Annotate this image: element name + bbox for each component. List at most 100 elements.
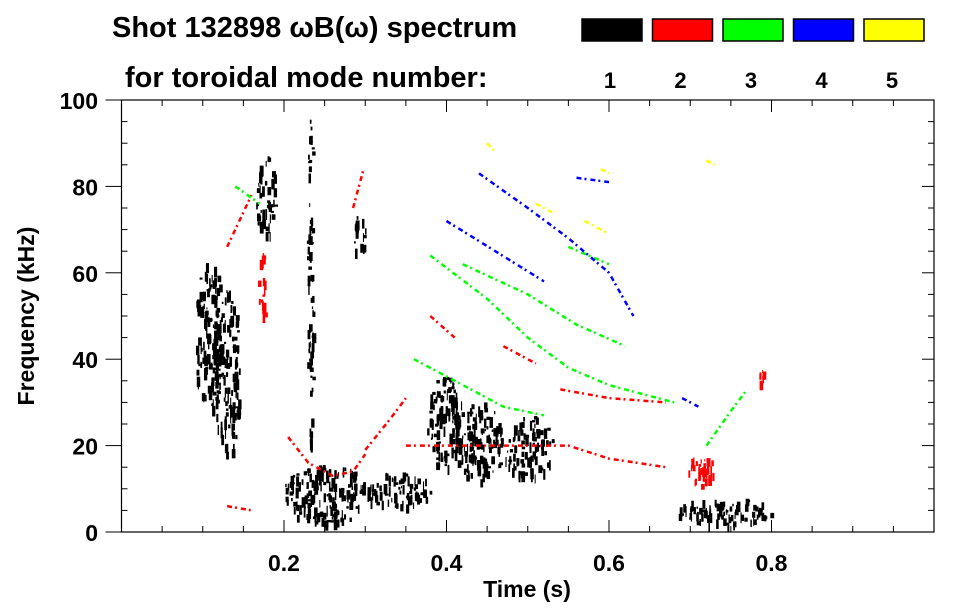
spectral-pixel [709,505,711,510]
spectral-pixel [312,376,316,381]
spectral-pixel [262,312,266,324]
spectral-pixel [268,223,270,234]
spectral-pixel [309,358,312,362]
y-tick-label: 20 [72,434,98,460]
spectral-pixel [393,478,396,487]
spectral-pixel [235,406,239,409]
spectral-pixel [698,471,701,482]
spectral-pixel [262,294,266,297]
spectral-pixel [233,412,237,421]
spectral-pixel [214,376,217,381]
spectral-pixel [341,518,345,526]
spectral-pixel [312,275,314,283]
spectral-pixel [690,511,693,522]
spectral-pixel [308,490,313,497]
spectral-pixel [310,126,313,131]
spectral-pixel [321,520,326,527]
spectral-pixel [285,483,287,488]
spectral-pixel [331,514,336,517]
spectral-pixel [224,429,227,439]
spectral-pixel [753,517,755,526]
spectral-pixel [213,338,217,346]
spectral-pixel [233,336,238,341]
legend-swatch-mode-4 [792,18,855,42]
spectral-pixel [703,463,706,469]
spectral-pixel [518,430,520,439]
spectral-pixel [692,465,696,472]
spectral-pixel [225,349,230,358]
spectral-pixel [346,506,349,509]
spectral-pixel [525,472,528,476]
spectral-pixel [205,395,207,402]
spectral-pixel [486,435,489,444]
spectral-pixel [349,470,353,481]
spectral-pixel [316,486,319,491]
spectral-pixel [216,350,220,361]
spectral-pixel [541,439,545,447]
spectral-pixel [289,491,294,496]
spectral-pixel [231,448,236,459]
spectral-pixel [543,469,546,480]
x-tick-label: 0.6 [593,550,625,576]
spectral-pixel [706,466,710,475]
spectral-pixel [223,341,227,344]
spectral-pixel [328,481,331,492]
spectral-pixel [726,509,728,515]
spectral-pixel [461,412,465,418]
spectral-pixel [235,379,240,391]
spectral-pixel [372,484,375,492]
spectral-pixel [270,207,273,212]
spectral-pixel [339,490,342,493]
spectral-pixel [450,395,455,407]
spectral-pixel [456,401,458,410]
spectral-pixel [203,373,208,381]
spectral-pixel [229,319,233,328]
spectral-pixel [547,462,550,468]
spectral-pixel [415,484,419,490]
spectral-pixel [212,347,217,358]
spectral-pixel [474,455,477,466]
spectral-pixel [211,377,215,386]
spectral-pixel [238,368,241,376]
spectral-pixel [752,511,756,518]
spectral-pixel [344,467,347,472]
spectral-pixel [238,399,242,409]
spectral-pixel [226,290,228,294]
spectral-pixel [226,362,231,369]
spectral-pixel [214,295,218,300]
spectral-pixel [303,508,306,518]
spectral-pixel [512,468,515,478]
spectral-pixel [723,501,726,508]
spectral-pixel [513,463,516,472]
spectral-pixel [443,426,446,438]
spectral-pixel [262,209,266,219]
spectral-pixel [326,505,328,517]
spectral-pixel [436,379,440,384]
spectral-pixel [212,405,216,417]
spectral-pixel [406,504,410,514]
spectral-pixel [396,503,399,509]
spectral-pixel [415,491,418,502]
ridge-mode-4 [445,219,545,283]
ridge-mode-2 [351,168,365,209]
spectral-pixel [217,307,221,313]
spectral-pixel [262,219,267,230]
spectral-pixel [410,494,413,505]
spectral-pixel [533,436,537,442]
spectral-pixel [493,428,497,437]
spectral-pixel [498,447,500,457]
spectral-pixel [707,471,709,475]
legend-swatch-mode-1 [581,18,643,42]
spectral-pixel [455,446,459,454]
spectral-pixel [454,451,458,462]
spectral-pixel [311,483,314,488]
spectral-pixel [211,382,214,393]
spectral-pixel [217,275,222,283]
spectral-pixel [222,376,226,379]
spectral-pixel [467,425,471,431]
spectral-pixel [312,516,316,520]
spectral-pixel [717,513,720,520]
spectral-pixel [700,459,702,464]
spectral-pixel [236,362,239,367]
spectral-pixel [451,386,455,389]
